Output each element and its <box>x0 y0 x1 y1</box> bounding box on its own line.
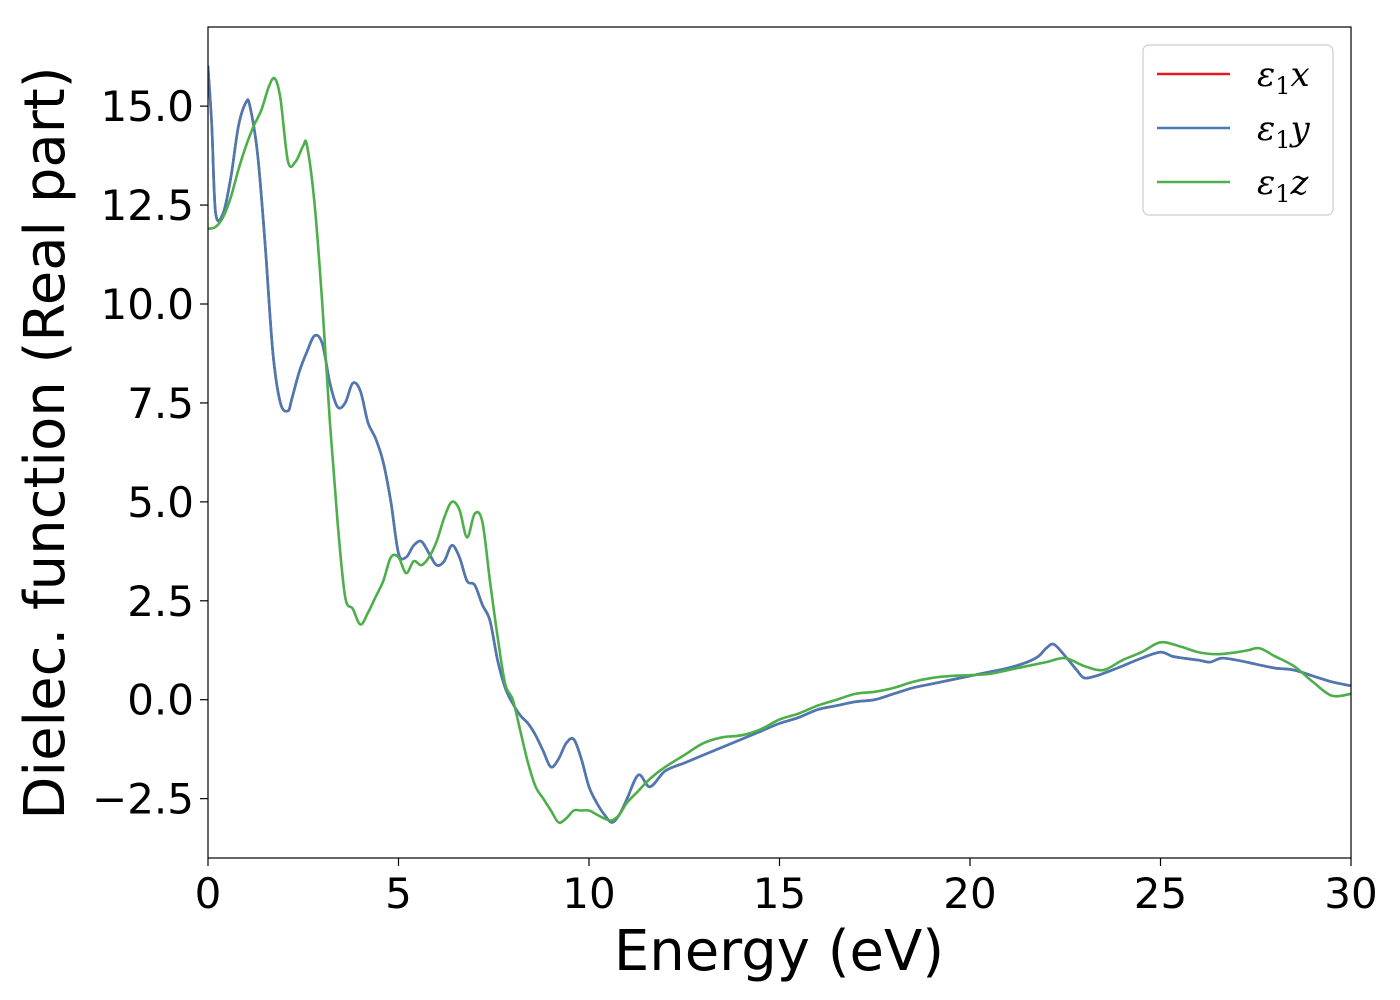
x-axis-ticks: 0 5 10 15 20 25 30 <box>195 858 1378 918</box>
y-tick-label: 7.5 <box>127 379 194 428</box>
y-tick-label: 12.5 <box>100 181 194 230</box>
y-tick-label: 5.0 <box>127 478 194 527</box>
y-tick-label: 15.0 <box>100 82 194 131</box>
legend-label-z: ε1z <box>1257 163 1310 208</box>
y-tick-label: 2.5 <box>127 577 194 626</box>
x-tick-label: 5 <box>385 869 412 918</box>
y-tick-label: 10.0 <box>100 280 194 329</box>
y-axis-label: Dielec. function (Real part) <box>13 66 78 819</box>
legend-label-y: ε1y <box>1257 109 1311 154</box>
legend: ε1x ε1y ε1z <box>1142 44 1334 216</box>
series-layer <box>208 65 1351 824</box>
x-tick-label: 15 <box>753 869 806 918</box>
x-axis-label: Energy (eV) <box>614 919 944 984</box>
y-tick-label: −2.5 <box>92 775 194 824</box>
x-tick-label: 10 <box>562 869 615 918</box>
y-tick-label: 0.0 <box>127 676 194 725</box>
series-line-z <box>208 76 1351 824</box>
x-tick-label: 0 <box>195 869 222 918</box>
legend-box <box>1142 44 1334 216</box>
x-tick-label: 20 <box>943 869 996 918</box>
legend-label-x: ε1x <box>1257 55 1310 100</box>
y-axis-ticks: −2.5 0.0 2.5 5.0 7.5 10.0 12.5 15.0 <box>92 82 208 824</box>
x-tick-label: 25 <box>1134 869 1187 918</box>
series-line-y <box>208 65 1351 824</box>
x-tick-label: 30 <box>1324 869 1377 918</box>
